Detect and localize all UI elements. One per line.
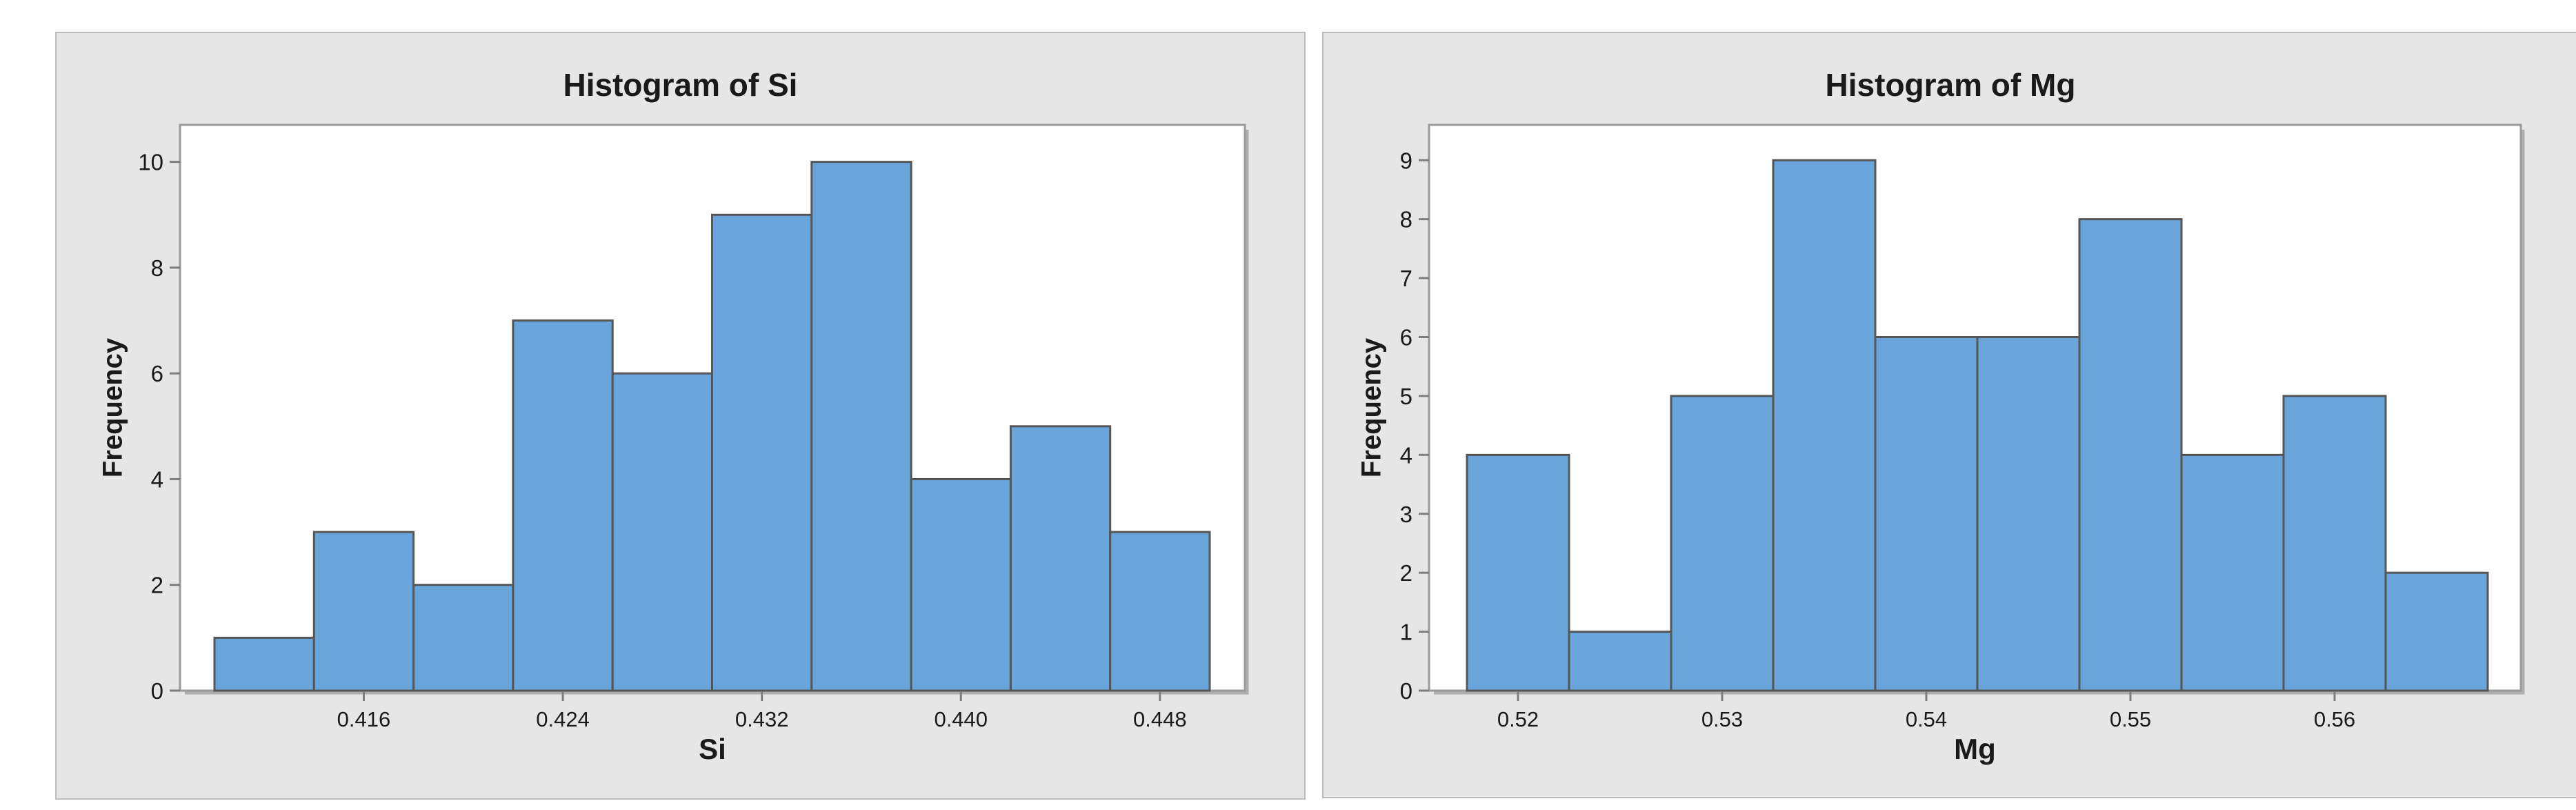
y-tick-label: 9: [1400, 148, 1412, 173]
y-tick-label: 4: [151, 466, 163, 492]
x-tick-label: 0.56: [2314, 707, 2355, 731]
y-tick-label: 0: [151, 678, 163, 704]
x-axis-label-mg: Mg: [1954, 733, 1996, 765]
y-tick-label: 5: [1400, 384, 1412, 409]
plot-shadow: [1434, 130, 2525, 695]
y-tick-label: 10: [138, 150, 163, 175]
histogram-bar: [512, 319, 614, 692]
histogram-bar: [1670, 395, 1775, 692]
histogram-bar: [2078, 218, 2183, 692]
x-tick-label: 0.440: [934, 707, 988, 731]
histogram-bar: [1772, 159, 1877, 692]
histogram-bar: [2282, 395, 2387, 692]
y-tick-label: 8: [151, 255, 163, 281]
histogram-bar: [810, 161, 912, 692]
histogram-bar: [412, 584, 515, 692]
histogram-bar: [1568, 631, 1673, 692]
y-tick-label: 3: [1400, 502, 1412, 527]
histogram-bar: [1976, 336, 2081, 692]
x-tick-label: 0.55: [2110, 707, 2151, 731]
histogram-bar: [2384, 571, 2489, 692]
histogram-bar: [1874, 336, 1979, 692]
x-tick-label: 0.424: [536, 707, 590, 731]
si-chart-canvas: 0 2 4 6 8 10 0.416 0.424 0.432 0.440 0.448: [138, 124, 1249, 731]
x-tick-label: 0.53: [1701, 707, 1743, 731]
y-tick-label: 1: [1400, 620, 1412, 645]
y-tick-label: 6: [1400, 325, 1412, 350]
x-tick-label: 0.54: [1906, 707, 1947, 731]
histogram-bar: [2180, 453, 2285, 692]
x-tick-label: 0.52: [1497, 707, 1539, 731]
chart-title-mg: Histogram of Mg: [1825, 67, 2076, 103]
graph-panel-si: Histogram of Si Frequency Si 0 2 4 6 8 10 0.41…: [55, 32, 1306, 800]
histogram-bar: [312, 531, 415, 692]
y-tick-label: 4: [1400, 442, 1412, 468]
histogram-bar: [1009, 425, 1112, 692]
mg-chart-canvas: 0 1 2 3 4 5 6 7 8 9 0.52 0.53 0.54 0.55 0.56: [1400, 124, 2525, 731]
y-tick-label: 2: [151, 573, 163, 598]
histogram-bar: [1466, 453, 1570, 692]
y-tick-label: 7: [1400, 266, 1412, 291]
histogram-bar: [611, 372, 714, 692]
histogram-bar: [910, 477, 1012, 692]
y-tick-label: 6: [151, 361, 163, 386]
y-tick-label: 0: [1400, 678, 1412, 704]
histogram-bar: [213, 636, 315, 692]
x-tick-label: 0.432: [735, 707, 789, 731]
x-axis-label-si: Si: [699, 733, 726, 765]
histogram-bar: [1109, 531, 1211, 692]
chart-title-si: Histogram of Si: [563, 67, 798, 103]
y-tick-label: 8: [1400, 207, 1412, 233]
y-tick-label: 2: [1400, 560, 1412, 586]
histogram-bar: [711, 213, 813, 692]
plot-shadow: [185, 130, 1249, 695]
x-tick-label: 0.448: [1133, 707, 1187, 731]
x-tick-label: 0.416: [337, 707, 391, 731]
